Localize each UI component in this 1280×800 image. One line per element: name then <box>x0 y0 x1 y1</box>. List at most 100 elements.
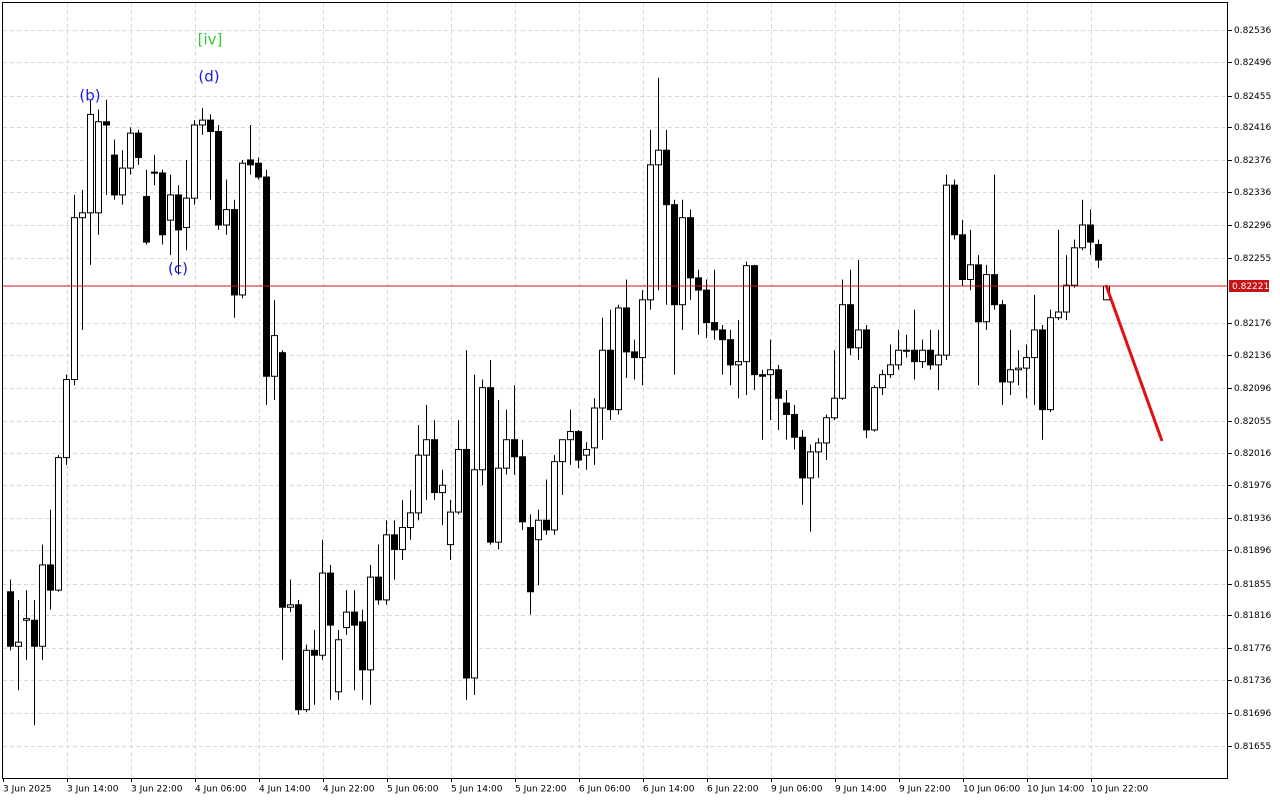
y-tick-label: 0.82496 <box>1234 58 1271 68</box>
candle-body <box>335 639 342 693</box>
x-tick-label: 4 Jun 22:00 <box>323 785 375 795</box>
candle-body <box>695 277 702 291</box>
candle-body <box>439 484 446 494</box>
candle-body <box>287 604 294 608</box>
y-tick-label: 0.82176 <box>1234 319 1271 329</box>
candle-body <box>631 351 638 359</box>
candle-body <box>391 534 398 550</box>
candle-body <box>887 364 894 376</box>
y-tick-label: 0.82376 <box>1234 156 1271 166</box>
x-tick-label: 9 Jun 22:00 <box>899 785 951 795</box>
candle-body <box>951 184 958 236</box>
candle-body <box>303 649 310 711</box>
current-price-label: 0.82221 <box>1232 282 1269 292</box>
candle-body <box>671 204 678 306</box>
y-tick-label: 0.81736 <box>1234 676 1271 686</box>
x-tick-label: 5 Jun 14:00 <box>451 785 503 795</box>
candle-body <box>959 234 966 280</box>
x-tick-label: 3 Jun 14:00 <box>67 785 119 795</box>
candle-body <box>199 119 206 126</box>
candle-body <box>375 576 382 601</box>
candle-body <box>31 619 38 647</box>
candle-body <box>831 397 838 419</box>
x-tick-label: 6 Jun 14:00 <box>643 785 695 795</box>
candle-body <box>639 299 646 359</box>
x-tick-label: 4 Jun 06:00 <box>195 785 247 795</box>
candle-body <box>535 519 542 541</box>
candle-body <box>967 264 974 280</box>
candle-body <box>599 349 606 409</box>
x-tick-label: 10 Jun 14:00 <box>1027 785 1084 795</box>
candle-body <box>1031 329 1038 359</box>
candle-body <box>615 307 622 411</box>
candle-body <box>479 387 486 471</box>
candle-body <box>1007 369 1014 383</box>
candle-body <box>95 121 102 214</box>
candle-body <box>135 132 142 159</box>
candle-body <box>495 467 502 543</box>
candle-body <box>511 439 518 458</box>
candle-body <box>111 154 118 196</box>
candle-body <box>799 436 806 479</box>
candle-body <box>279 352 286 608</box>
candle-body <box>1047 317 1054 411</box>
y-tick-label: 0.82255 <box>1234 254 1271 264</box>
candle-body <box>855 329 862 349</box>
candle-body <box>1071 247 1078 286</box>
candle-body <box>1095 244 1102 261</box>
candle-body <box>351 611 358 626</box>
x-tick-label: 3 Jun 2025 <box>3 785 51 795</box>
candle-body <box>575 431 582 461</box>
candle-body <box>79 212 86 219</box>
candle-body <box>919 349 926 363</box>
candle-body <box>591 407 598 449</box>
x-tick-label: 10 Jun 22:00 <box>1091 785 1148 795</box>
candle-body <box>215 130 222 226</box>
candle-body <box>39 564 46 647</box>
candle-body <box>207 119 214 132</box>
current-price-box <box>1229 280 1269 293</box>
candle-body <box>807 451 814 479</box>
candle-body <box>847 304 854 349</box>
candle-body <box>431 439 438 494</box>
candle-body <box>775 369 782 399</box>
y-tick-label: 0.82136 <box>1234 351 1271 361</box>
candle-body <box>623 307 630 353</box>
candle-body <box>735 361 742 366</box>
labels: 0.82536 0.82496 0.82455 0.82416 0.82376 0.823… <box>3 26 1271 795</box>
candle-body <box>703 289 710 324</box>
candle-body <box>519 456 526 523</box>
candle-body <box>791 413 798 438</box>
candle-body <box>455 448 462 513</box>
candle-body <box>863 329 870 431</box>
candle-body <box>679 217 686 306</box>
candle-body <box>71 217 78 381</box>
x-tick-label: 6 Jun 22:00 <box>707 785 759 795</box>
candle-body <box>311 649 318 656</box>
y-tick-label: 0.81816 <box>1234 611 1271 621</box>
candle-body <box>415 454 422 514</box>
candle-body <box>247 159 254 166</box>
candle-body <box>55 457 62 591</box>
candle-body <box>1015 367 1022 371</box>
candle-body <box>975 264 982 323</box>
candle-body <box>423 439 430 456</box>
candle-body <box>447 511 454 546</box>
candle-body <box>839 304 846 399</box>
candle-body <box>1063 284 1070 313</box>
candle-body <box>1087 224 1094 243</box>
candle-body <box>63 379 70 459</box>
candle-body <box>7 591 14 647</box>
y-tick-label: 0.82336 <box>1234 188 1271 198</box>
wave-label: [iv] <box>198 31 223 49</box>
x-tick-label: 4 Jun 14:00 <box>259 785 311 795</box>
candle-body <box>895 349 902 366</box>
candle-body <box>607 349 614 411</box>
candle-body <box>687 217 694 279</box>
candle-body <box>343 611 350 629</box>
candle-body <box>23 618 30 621</box>
x-tick-label: 6 Jun 06:00 <box>579 785 631 795</box>
candle-body <box>983 274 990 323</box>
y-tick-label: 0.82455 <box>1234 92 1271 102</box>
candle-body <box>159 172 166 236</box>
